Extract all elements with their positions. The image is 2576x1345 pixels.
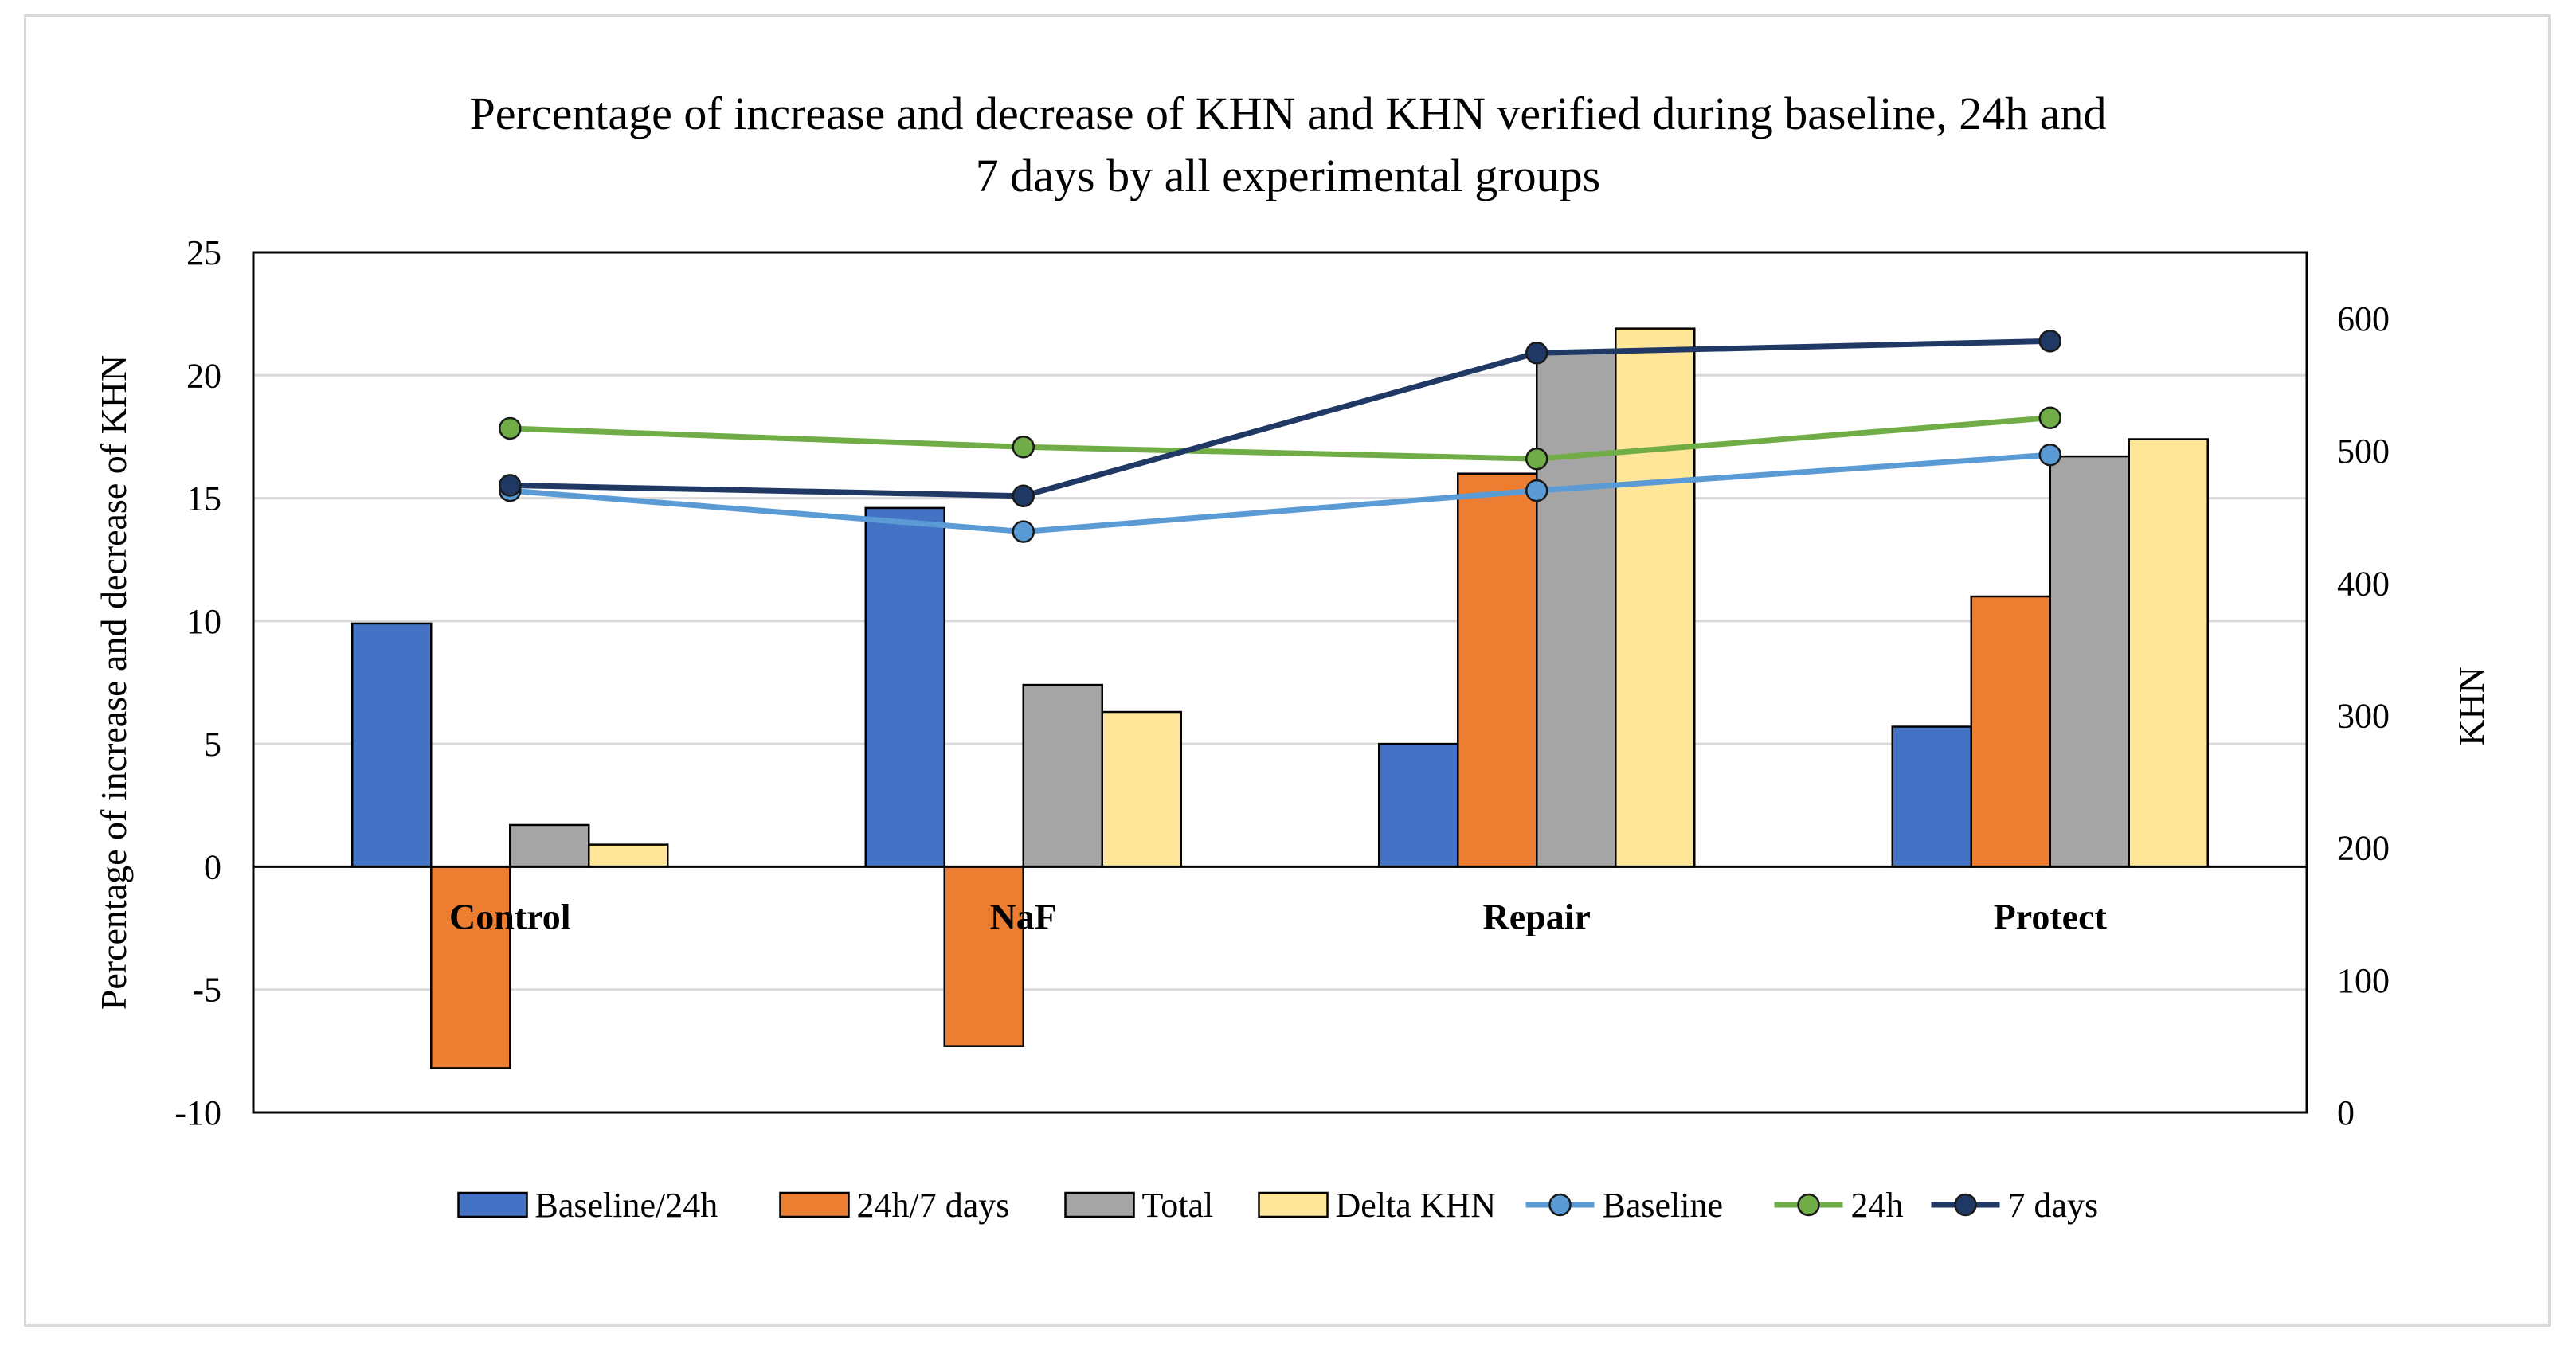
series-point <box>1012 520 1035 543</box>
y2-tick-label: 200 <box>2337 829 2390 868</box>
lines <box>499 330 2061 543</box>
legend-swatch <box>779 1191 850 1218</box>
y-tick-label: 5 <box>204 725 221 764</box>
bars <box>351 327 2209 1069</box>
legend-label: Delta KHN <box>1336 1186 1497 1225</box>
legend-marker <box>1954 1193 1977 1217</box>
y2-tick-label: 400 <box>2337 564 2390 603</box>
bar <box>2128 438 2209 868</box>
y2-tick-label: 0 <box>2337 1093 2355 1132</box>
y-tick-label: -10 <box>174 1093 221 1132</box>
y2-tick-label: 500 <box>2337 432 2390 471</box>
plot-border <box>252 251 2308 1114</box>
category-label: NaF <box>990 896 1057 936</box>
series-line <box>509 452 2050 535</box>
category-label: Repair <box>1483 896 1591 936</box>
legend-marker <box>1548 1193 1572 1217</box>
bar <box>2049 455 2130 868</box>
y-tick-label: 25 <box>186 233 221 272</box>
series-point <box>499 474 522 497</box>
legend: Baseline/24h 24h/7 days Total Delta KHN Base… <box>457 1186 2099 1225</box>
legend-swatch <box>457 1191 528 1218</box>
y-tick-label: 20 <box>186 356 221 395</box>
series-point <box>1525 479 1548 502</box>
series-point <box>1525 447 1548 471</box>
series-point <box>1012 484 1035 507</box>
bar <box>864 506 945 868</box>
y2-tick-label: 600 <box>2337 299 2390 338</box>
bar <box>351 622 433 868</box>
chart-title-line-2: 7 days by all experimental groups <box>976 150 1600 201</box>
series-point <box>2038 330 2061 353</box>
y2-tick-label: 100 <box>2337 961 2390 1000</box>
legend-marker <box>1797 1193 1820 1217</box>
series-point <box>499 416 522 440</box>
series-point <box>1525 342 1548 365</box>
series-point <box>2038 406 2061 429</box>
bar <box>1970 595 2051 868</box>
series-line <box>510 415 2051 462</box>
legend-label: Baseline <box>1603 1186 1724 1225</box>
legend-label: 24h <box>1851 1186 1904 1225</box>
bar <box>588 843 669 868</box>
bar <box>1022 683 1103 868</box>
series-point <box>1012 435 1035 459</box>
chart-title-line-1: Percentage of increase and decrease of K… <box>470 88 2107 139</box>
category-labels: Control NaF Repair Protect <box>449 896 2108 936</box>
bar <box>1536 350 1617 868</box>
bar <box>1615 327 1696 868</box>
y-tick-label: 0 <box>204 847 221 886</box>
bar <box>1457 472 1538 868</box>
legend-label: 24h/7 days <box>857 1186 1010 1225</box>
bar <box>1891 725 1972 868</box>
bar <box>1378 742 1459 868</box>
bar <box>430 866 511 1069</box>
bar <box>509 823 590 868</box>
category-label: Protect <box>1994 896 2108 936</box>
y2-axis-title: KHN <box>2451 667 2492 746</box>
right-axis-ticks: 600 500 400 300 200 100 0 <box>2337 299 2390 1132</box>
legend-swatch <box>1064 1191 1135 1218</box>
y-tick-label: 15 <box>186 479 221 518</box>
y-tick-label: -5 <box>192 971 221 1010</box>
legend-label: Baseline/24h <box>535 1186 718 1225</box>
category-label: Control <box>449 896 571 936</box>
y2-tick-label: 300 <box>2337 697 2390 736</box>
legend-label: 7 days <box>2008 1186 2099 1225</box>
series-line <box>510 338 2050 499</box>
left-axis-ticks: 25 20 15 10 5 0 -5 -10 <box>174 233 221 1132</box>
y-tick-label: 10 <box>186 602 221 641</box>
y-axis-title: Percentage of increase and decrease of K… <box>93 355 134 1010</box>
bar <box>943 866 1024 1047</box>
legend-swatch <box>1258 1191 1329 1218</box>
legend-label: Total <box>1142 1186 1214 1225</box>
series-point <box>2038 443 2061 467</box>
bar <box>1101 710 1182 868</box>
